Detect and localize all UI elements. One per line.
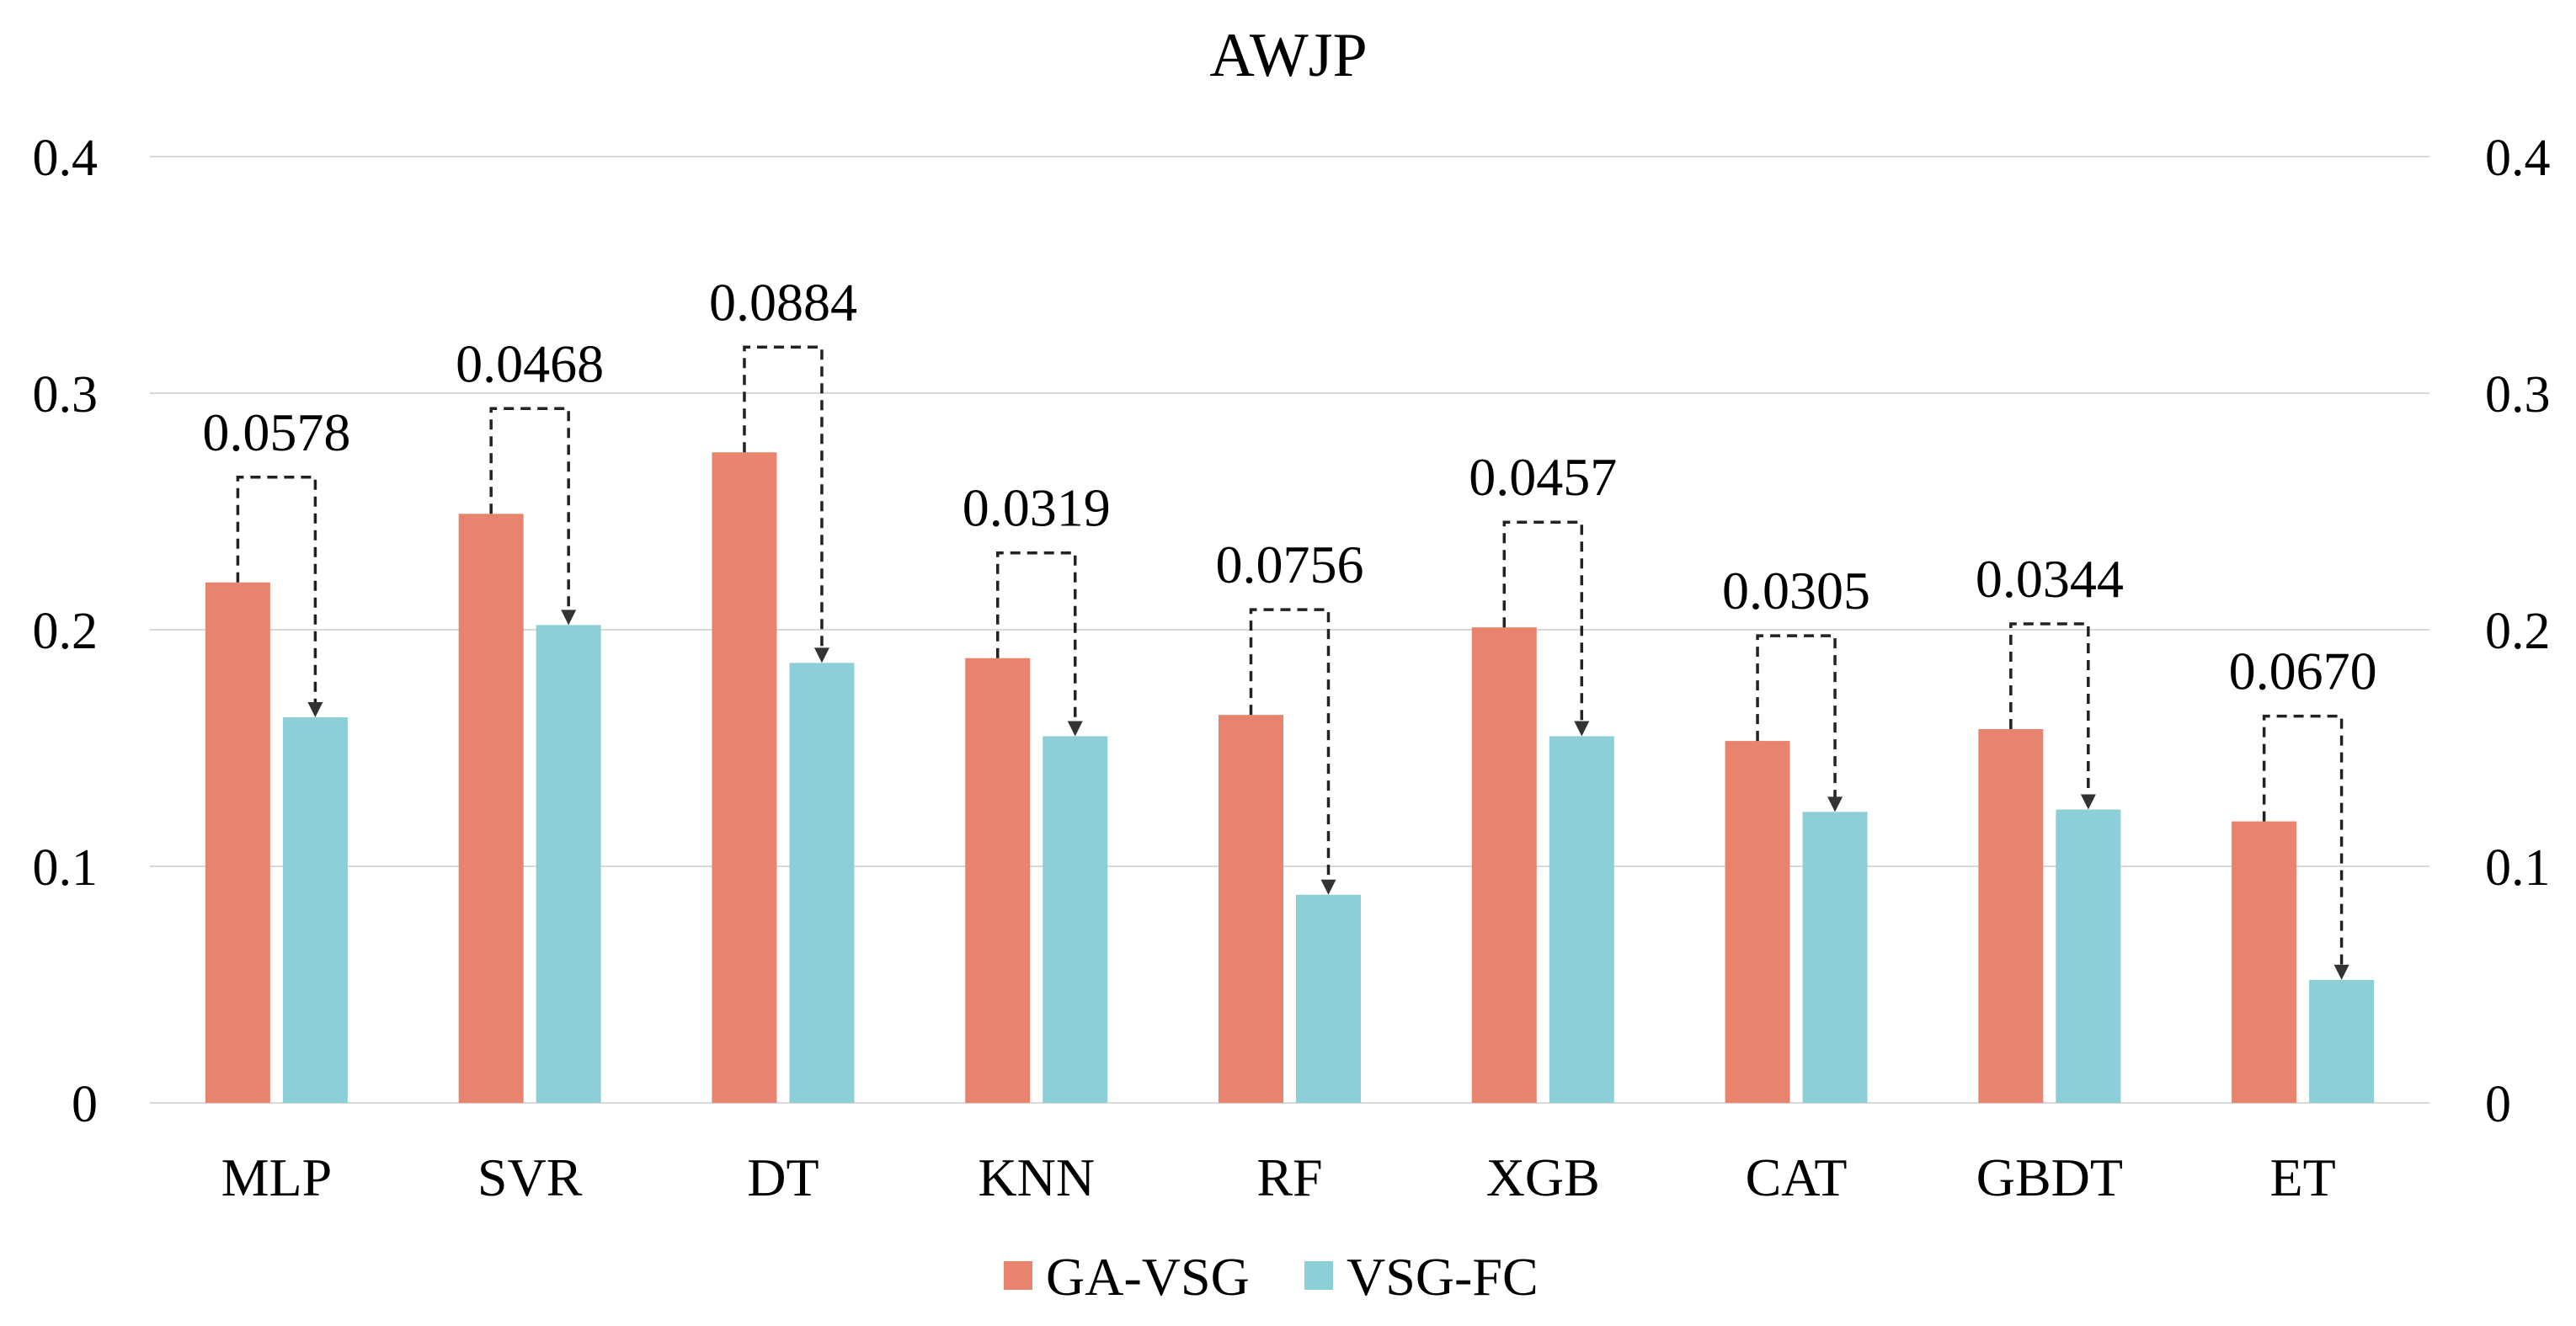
bar-vsg-fc-et	[2309, 979, 2375, 1103]
difference-connector-xgb	[1502, 520, 1584, 725]
legend-vsg-fc-label: VSG-FC	[1347, 1247, 1539, 1307]
chart-title: AWJP	[1209, 21, 1367, 90]
bar-ga-vsg-et	[2232, 821, 2297, 1103]
difference-connector-mlp	[236, 476, 317, 706]
difference-connector-rf	[1249, 608, 1331, 883]
bar-vsg-fc-cat	[1802, 812, 1868, 1103]
bar-vsg-fc-dt	[789, 663, 855, 1103]
bar-vsg-fc-svr	[536, 625, 601, 1103]
legend-ga-vsg-swatch	[1004, 1261, 1032, 1290]
y-tick-label-right: 0.1	[2485, 839, 2551, 897]
y-tick-label-left: 0.2	[33, 603, 99, 660]
gridlines	[150, 156, 2429, 1104]
y-tick-label-left: 0.3	[33, 366, 99, 423]
difference-label-xgb: 0.0457	[1469, 447, 1617, 507]
arrow-icon	[1067, 721, 1083, 737]
y-tick-label-right: 0.4	[2485, 130, 2551, 187]
bar-vsg-fc-mlp	[282, 716, 348, 1103]
difference-label-svr: 0.0468	[456, 333, 604, 393]
difference-label-cat: 0.0305	[1722, 561, 1870, 620]
difference-label-rf: 0.0756	[1216, 535, 1364, 594]
difference-connector-dt	[743, 345, 824, 652]
bar-ga-vsg-cat	[1725, 741, 1790, 1103]
arrow-icon	[2080, 794, 2096, 810]
arrow-icon	[1320, 879, 1336, 895]
x-category-label: DT	[747, 1148, 819, 1207]
arrow-icon	[1827, 796, 1843, 812]
difference-label-mlp: 0.0578	[202, 402, 350, 462]
y-tick-label-right: 0.2	[2485, 603, 2551, 660]
difference-label-knn: 0.0319	[963, 478, 1111, 538]
difference-label-et: 0.0670	[2229, 642, 2377, 701]
bar-vsg-fc-xgb	[1549, 736, 1614, 1103]
y-axis-ticks: 0 0 0.1 0.1 0.2 0.2 0.3 0.3 0.4 0.4	[33, 130, 2551, 1133]
difference-connectors: 0.0578 0.0468 0.0884 0.0319 0.0756 0.0457 0.03…	[202, 272, 2377, 980]
x-category-label: KNN	[978, 1148, 1095, 1207]
x-category-label: SVR	[477, 1148, 583, 1207]
bar-ga-vsg-rf	[1219, 715, 1283, 1103]
bar-ga-vsg-svr	[458, 514, 524, 1103]
legend: GA-VSG VSG-FC	[1004, 1247, 1539, 1307]
difference-connector-knn	[995, 551, 1077, 725]
bar-ga-vsg-gbdt	[1978, 729, 2044, 1103]
x-category-label: MLP	[221, 1148, 333, 1207]
arrow-icon	[307, 701, 323, 717]
y-tick-label-left: 0	[72, 1076, 98, 1133]
bar-ga-vsg-dt	[712, 452, 777, 1103]
x-category-label: XGB	[1486, 1148, 1600, 1207]
bar-ga-vsg-knn	[965, 658, 1031, 1103]
y-tick-label-right: 0	[2485, 1076, 2511, 1133]
bar-vsg-fc-gbdt	[2056, 809, 2121, 1103]
bars	[205, 452, 2375, 1103]
y-tick-label-left: 0.4	[33, 130, 99, 187]
arrow-icon	[2333, 964, 2349, 980]
legend-vsg-fc-swatch	[1304, 1261, 1333, 1290]
y-tick-label-left: 0.1	[33, 839, 99, 897]
x-category-label: GBDT	[1976, 1148, 2123, 1207]
arrow-icon	[561, 610, 577, 626]
arrow-icon	[813, 647, 829, 663]
y-tick-label-right: 0.3	[2485, 366, 2551, 423]
bar-ga-vsg-xgb	[1471, 627, 1537, 1103]
difference-label-dt: 0.0884	[709, 272, 857, 332]
difference-connector-cat	[1756, 634, 1837, 801]
x-category-label: ET	[2270, 1148, 2336, 1207]
arrow-icon	[1574, 721, 1590, 737]
x-category-label: RF	[1256, 1148, 1322, 1207]
bar-vsg-fc-knn	[1043, 736, 1108, 1103]
bar-ga-vsg-mlp	[205, 582, 270, 1103]
difference-connector-et	[2262, 714, 2344, 968]
bar-vsg-fc-rf	[1296, 894, 1361, 1103]
difference-connector-svr	[489, 407, 570, 614]
x-category-label: CAT	[1746, 1148, 1848, 1207]
difference-connector-gbdt	[2009, 622, 2090, 798]
difference-label-gbdt: 0.0344	[1976, 549, 2124, 609]
x-axis-categories: MLP SVR DT KNN RF XGB CAT GBDT ET	[221, 1148, 2336, 1207]
legend-ga-vsg-label: GA-VSG	[1046, 1247, 1250, 1307]
